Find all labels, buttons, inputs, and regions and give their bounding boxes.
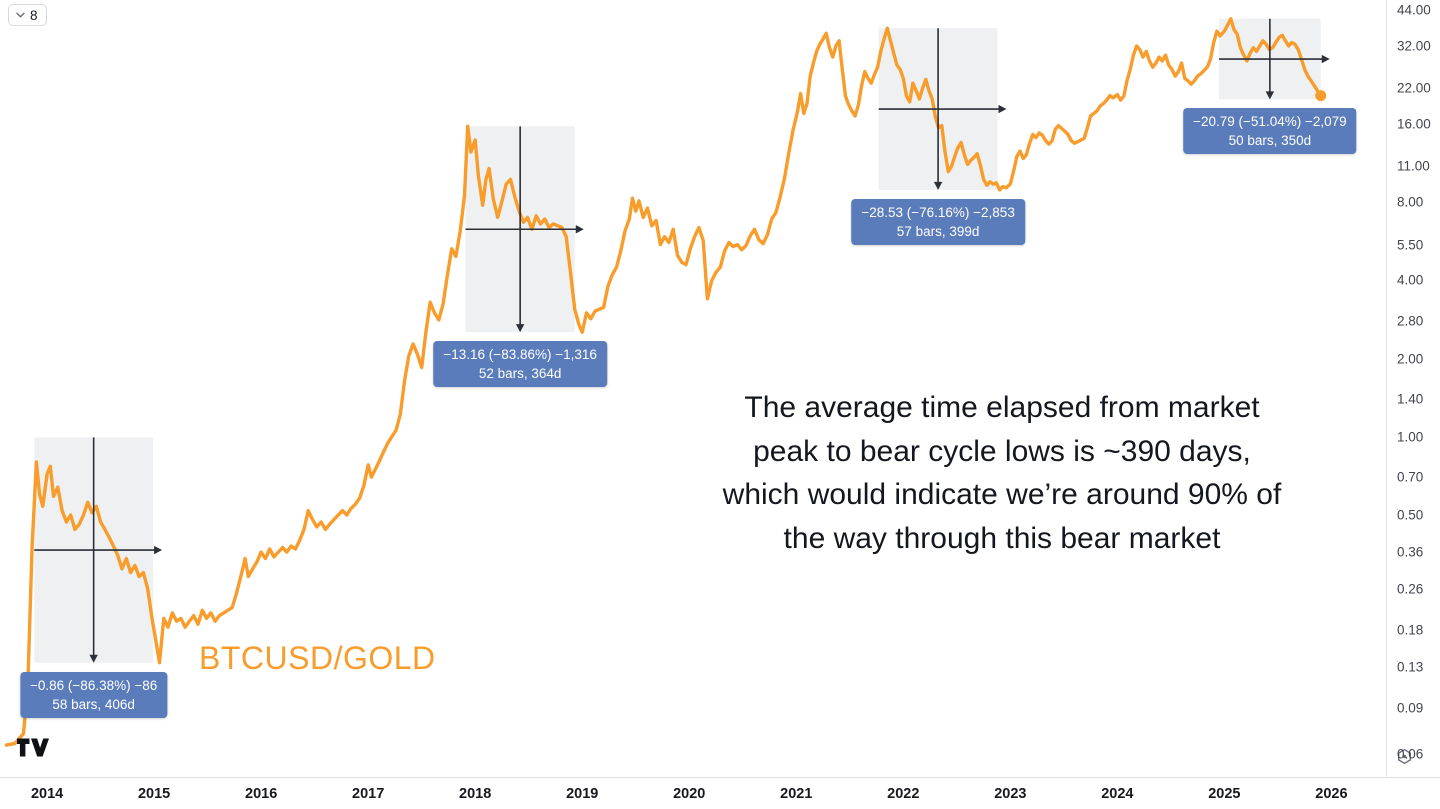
measure-horizontal-arrowhead bbox=[1321, 54, 1330, 64]
annotation-line: The average time elapsed from market bbox=[744, 391, 1260, 424]
price-axis-label: 11.00 bbox=[1397, 158, 1430, 174]
tradingview-logo[interactable] bbox=[17, 737, 49, 759]
measurement-change: −20.79 (−51.04%) −2,079 bbox=[1193, 114, 1347, 130]
measure-vertical-arrowhead bbox=[89, 654, 98, 663]
time-axis-label: 2017 bbox=[352, 786, 385, 802]
time-axis-label: 2021 bbox=[780, 786, 813, 802]
measure-horizontal-arrowhead bbox=[575, 225, 584, 234]
price-axis-label: 5.50 bbox=[1397, 237, 1424, 253]
price-axis-label: 0.13 bbox=[1397, 659, 1424, 675]
price-axis-label: 0.09 bbox=[1397, 700, 1424, 716]
price-axis-label: 0.26 bbox=[1397, 581, 1424, 597]
last-price-marker bbox=[1315, 90, 1327, 102]
measurement-duration: 58 bars, 406d bbox=[52, 696, 135, 712]
measure-horizontal-arrowhead bbox=[154, 545, 163, 555]
time-axis[interactable]: 2014 2015 2016 2017 2018 2019 2020 2021 2022 2023… bbox=[0, 777, 1440, 809]
measurement-change: −28.53 (−76.16%) −2,853 bbox=[861, 204, 1015, 220]
price-axis-label: 0.06 bbox=[1397, 746, 1424, 762]
time-axis-label: 2016 bbox=[245, 786, 278, 802]
time-axis-label: 2025 bbox=[1208, 786, 1241, 802]
annotation-line: which would indicate we’re around 90% of bbox=[722, 478, 1282, 511]
time-axis-label: 2022 bbox=[887, 786, 920, 802]
measurement-change: −0.86 (−86.38%) −86 bbox=[30, 677, 158, 693]
price-axis-label: 2.80 bbox=[1397, 313, 1424, 329]
measurement-labels-layer: −0.86 (−86.38%) −86 58 bars, 406d −13.16 (… bbox=[20, 108, 1357, 718]
time-axis-label: 2014 bbox=[30, 786, 64, 802]
price-axis-label: 8.00 bbox=[1397, 194, 1424, 210]
measure-horizontal-arrowhead bbox=[998, 104, 1007, 114]
price-axis-label: 2.00 bbox=[1397, 351, 1424, 367]
chevron-down-icon bbox=[16, 12, 25, 18]
measurement-duration: 50 bars, 350d bbox=[1228, 133, 1312, 149]
time-axis-label: 2024 bbox=[1101, 786, 1134, 802]
price-axis-label: 1.00 bbox=[1397, 429, 1424, 445]
price-axis-label: 32.00 bbox=[1397, 38, 1431, 54]
price-scale-settings-icon[interactable] bbox=[1396, 748, 1414, 766]
price-axis-label: 0.36 bbox=[1397, 544, 1424, 560]
price-line[interactable] bbox=[4, 17, 1323, 747]
measurement-change: −13.16 (−83.86%) −1,316 bbox=[443, 347, 597, 363]
annotation-text: The average time elapsed from market pea… bbox=[620, 386, 1384, 560]
measure-vertical-arrowhead bbox=[933, 181, 943, 190]
chart-canvas[interactable] bbox=[0, 0, 1386, 777]
price-axis-label: 0.18 bbox=[1397, 622, 1424, 638]
annotation-line: the way through this bear market bbox=[783, 521, 1221, 555]
price-axis-label: 1.40 bbox=[1397, 391, 1424, 407]
time-axis-label: 2019 bbox=[566, 786, 599, 802]
measure-vertical-arrowhead bbox=[1265, 91, 1275, 100]
symbol-watermark: BTCUSD/GOLD bbox=[199, 640, 436, 676]
time-axis-label: 2015 bbox=[137, 786, 171, 802]
time-axis-label: 2020 bbox=[673, 786, 706, 802]
measurement-label[interactable]: −28.53 (−76.16%) −2,853 57 bars, 399d bbox=[851, 198, 1025, 245]
measurement-duration: 52 bars, 364d bbox=[478, 366, 562, 382]
toolbar-collapse-button[interactable]: 8 bbox=[8, 4, 47, 26]
collapse-count-label: 8 bbox=[30, 7, 38, 23]
price-axis-label: 44.00 bbox=[1397, 2, 1431, 18]
price-axis-label: 4.00 bbox=[1397, 272, 1424, 288]
chart-plot-area[interactable]: −0.86 (−86.38%) −86 58 bars, 406d −13.16 (… bbox=[0, 0, 1386, 777]
price-axis[interactable]: 44.00 32.00 22.00 16.00 11.00 8.00 5.50 4.00 2.8… bbox=[1386, 0, 1440, 777]
measurement-label[interactable]: −13.16 (−83.86%) −1,316 52 bars, 364d bbox=[433, 341, 607, 388]
price-axis-label: 22.00 bbox=[1397, 80, 1431, 96]
time-axis-label: 2026 bbox=[1315, 786, 1348, 802]
time-axis-label: 2018 bbox=[459, 786, 492, 802]
measurement-label[interactable]: −0.86 (−86.38%) −86 58 bars, 406d bbox=[20, 671, 168, 718]
time-axis-label: 2023 bbox=[994, 786, 1027, 802]
measurement-duration: 57 bars, 399d bbox=[896, 223, 980, 239]
measurement-label[interactable]: −20.79 (−51.04%) −2,079 50 bars, 350d bbox=[1183, 108, 1357, 155]
price-axis-label: 0.70 bbox=[1397, 469, 1424, 485]
annotation-line: peak to bear cycle lows is ~390 days, bbox=[753, 434, 1251, 468]
price-axis-label: 0.50 bbox=[1397, 507, 1424, 523]
measure-vertical-arrowhead bbox=[515, 324, 525, 333]
price-axis-label: 16.00 bbox=[1397, 116, 1431, 132]
